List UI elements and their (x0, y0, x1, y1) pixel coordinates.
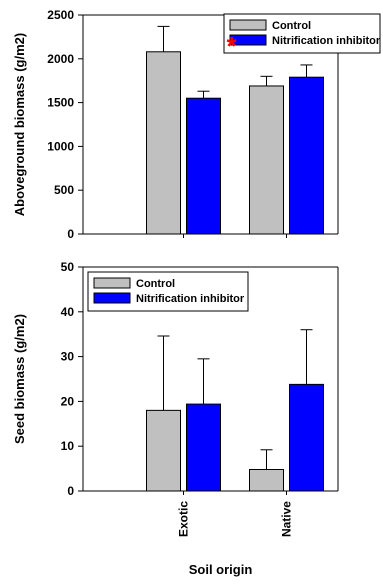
legend-label-inhibitor: Nitrification inhibitor (272, 35, 381, 47)
bar-inhibitor-native (289, 383, 324, 492)
legend-swatch-inhibitor (229, 34, 267, 46)
bar-inhibitor-exotic (186, 97, 221, 235)
y-tick-label: 1500 (47, 96, 74, 110)
x-axis-title: Soil origin (189, 562, 253, 577)
significance-asterisk: * (227, 31, 238, 61)
y-tick-label: 2000 (47, 52, 74, 66)
y-tick-label: 30 (61, 350, 75, 364)
y-tick-label: 0 (67, 227, 74, 241)
bar-control-exotic (146, 409, 181, 492)
legend-label-control: Control (272, 20, 311, 32)
chart-panel-2: 0 10 20 30 40 50 Exotic Native Seed biomass (g/m… (12, 260, 339, 577)
x-tick-label-exotic: Exotic (177, 501, 191, 537)
bar-control-native (249, 468, 284, 492)
legend: Control Nitrification inhibitor (223, 13, 381, 54)
bar-inhibitor-native (289, 76, 324, 235)
chart-panel-1: 0 500 1000 1500 2000 2500 Aboveground biomass … (12, 8, 381, 241)
bar-control-native (249, 85, 284, 235)
legend-label-control: Control (136, 278, 175, 290)
legend: Control Nitrification inhibitor (87, 271, 249, 312)
y-tick-label: 1000 (47, 139, 74, 153)
y-tick-label: 10 (61, 439, 75, 453)
y-tick-label: 0 (67, 484, 74, 498)
y-tick-label: 20 (61, 394, 75, 408)
y-tick-label: 500 (54, 183, 74, 197)
legend-swatch-control (229, 19, 267, 31)
legend-label-inhibitor: Nitrification inhibitor (136, 293, 245, 305)
y-tick-label: 40 (61, 305, 75, 319)
y-tick-label: 50 (61, 260, 75, 274)
bar-control-exotic (146, 51, 181, 235)
y-axis-title: Aboveground biomass (g/m2) (12, 33, 27, 216)
y-tick-label: 2500 (47, 8, 74, 22)
x-tick-label-native: Native (280, 501, 294, 537)
legend-swatch-control (93, 277, 131, 289)
bar-inhibitor-exotic (186, 403, 221, 492)
y-axis-title: Seed biomass (g/m2) (12, 314, 27, 444)
legend-swatch-inhibitor (93, 292, 131, 304)
